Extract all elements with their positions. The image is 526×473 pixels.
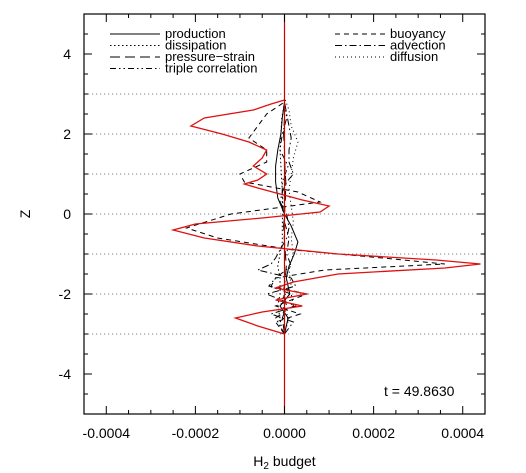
legend: productiondissipationpressure−straintrip… xyxy=(110,26,446,76)
series-line-advection xyxy=(256,101,298,335)
legend-label: production xyxy=(165,26,226,41)
x-tick-label: 0.0004 xyxy=(441,425,484,441)
y-tick-label: 0 xyxy=(63,206,71,222)
y-tick-label: -4 xyxy=(59,366,72,382)
legend-label: dissipation xyxy=(165,38,226,53)
total-budget-path xyxy=(170,99,481,335)
y-tick-label: 4 xyxy=(63,46,71,62)
y-tick-label: 2 xyxy=(63,126,71,142)
x-tick-label: -0.0004 xyxy=(83,425,131,441)
x-tick-label: -0.0002 xyxy=(172,425,220,441)
legend-label: triple correlation xyxy=(165,61,258,76)
x-axis-label-rest: budget xyxy=(269,453,316,469)
x-tick-label: 0.0000 xyxy=(263,425,306,441)
legend-label: pressure−strain xyxy=(165,49,255,64)
x-tick-label: 0.0002 xyxy=(352,425,395,441)
legend-label: diffusion xyxy=(390,49,438,64)
axis-ticks: -0.0004 -0.0002 0.0000 0.0002 0.0004 -4 -2 0 2 4 xyxy=(59,13,485,441)
series-line-diffusion xyxy=(279,97,299,335)
series-line-dissipation xyxy=(277,101,285,335)
legend-label: buoyancy xyxy=(390,26,446,41)
total-budget-line xyxy=(170,99,481,335)
x-axis-label-main: H xyxy=(253,453,263,469)
time-annotation: t = 49.8630 xyxy=(384,383,455,399)
x-axis-label-subscript: 2 xyxy=(263,461,269,472)
y-tick-label: -2 xyxy=(59,286,72,302)
x-axis-label: H2 budget xyxy=(253,453,316,472)
legend-label: advection xyxy=(390,38,446,53)
y-axis-label: Z xyxy=(17,209,33,218)
